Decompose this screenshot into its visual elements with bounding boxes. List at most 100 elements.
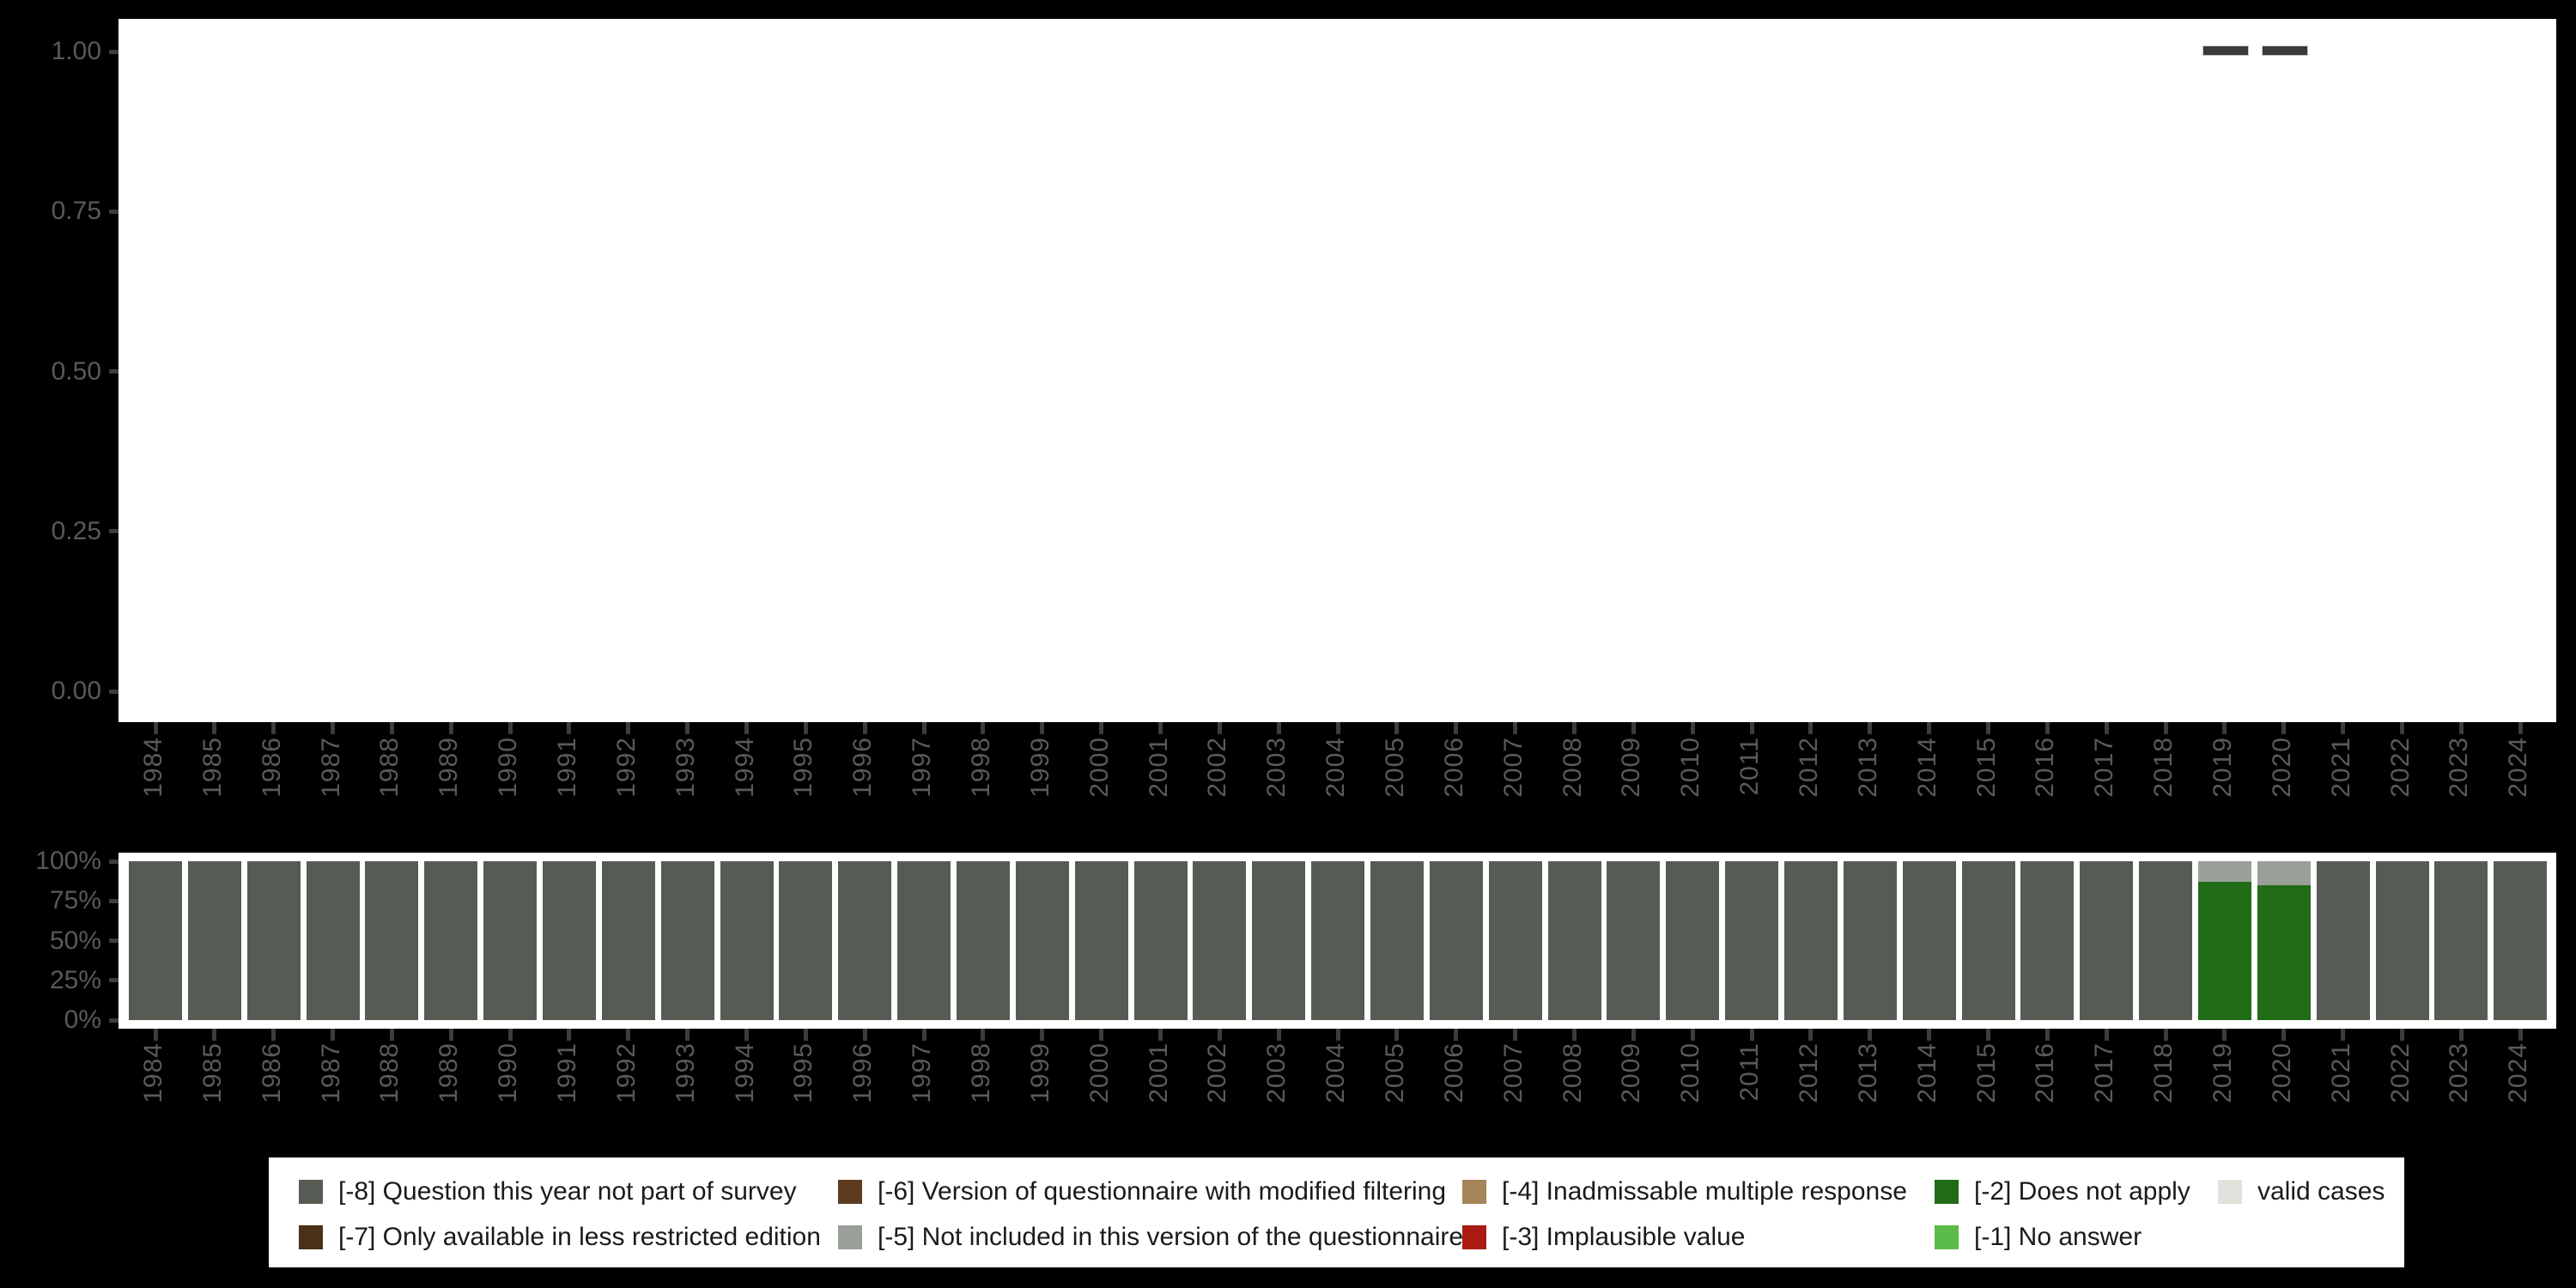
year-bar [187,861,241,1020]
year-bar [246,861,301,1020]
bottom-y-tick-label: 0% [64,1005,101,1034]
x-tick-mark [1276,722,1281,734]
x-tick-mark [862,722,867,734]
x-tick-mark [1335,722,1340,734]
bottom-y-tick-mark [109,1018,118,1023]
year-label: 2002 [1203,1042,1232,1103]
year-label: 2011 [1735,737,1765,796]
bottom-y-tick-label: 100% [35,847,101,875]
legend-item: [-6] Version of questionnaire with modif… [838,1177,1446,1206]
x-tick-mark [448,1029,453,1041]
x-tick-mark [921,722,927,734]
legend-item: [-4] Inadmissable multiple response [1462,1177,1907,1206]
x-tick-mark [1631,1029,1636,1041]
top-panel-plot [118,19,2556,722]
year-label: 2020 [2267,1042,2296,1103]
x-tick-mark [1217,1029,1222,1041]
bar-segment [1429,861,1483,1020]
x-tick-mark [1927,1029,1932,1041]
year-label: 1996 [848,1042,878,1103]
x-tick-mark [1572,1029,1577,1041]
year-label: 2017 [2090,1042,2119,1103]
bar-segment [187,861,241,1020]
x-tick-mark [212,722,217,734]
year-label: 1995 [789,1042,818,1103]
year-label: 2001 [1144,1042,1173,1103]
year-label: 1987 [316,737,345,798]
bar-segment [2197,861,2251,883]
year-label: 2009 [1617,737,1646,798]
x-tick-mark [1513,1029,1518,1041]
year-label: 2015 [1971,1042,2001,1103]
year-bar [1370,861,1424,1020]
year-bar [2494,861,2548,1020]
year-label: 2024 [2504,737,2533,798]
legend-item-label: [-3] Implausible value [1502,1223,1746,1251]
year-label: 2003 [1262,737,1291,798]
year-bar [779,861,833,1020]
bar-segment [838,861,892,1020]
year-label: 1998 [966,737,995,798]
legend-item: [-1] No answer [1935,1223,2142,1251]
year-label: 2002 [1203,737,1232,798]
year-bar [2020,861,2075,1020]
x-tick-mark [2518,1029,2523,1041]
x-tick-mark [1454,722,1459,734]
x-tick-mark [1217,722,1222,734]
year-label: 1985 [197,1042,227,1103]
x-tick-mark [1808,1029,1814,1041]
bar-segment [2080,861,2134,1020]
bar-segment [2020,861,2075,1020]
year-label: 2008 [1558,737,1587,798]
year-label: 1997 [908,1042,937,1103]
bar-segment [720,861,774,1020]
x-tick-mark [685,1029,690,1041]
legend-swatch [2218,1180,2242,1204]
bar-segment [2375,861,2429,1020]
year-label: 2014 [1912,1042,1941,1103]
bar-segment [1133,861,1188,1020]
year-bar [1961,861,2015,1020]
x-tick-mark [271,722,276,734]
year-label: 2016 [2031,737,2060,798]
x-tick-mark [2341,722,2346,734]
x-tick-mark [744,722,750,734]
x-tick-mark [2222,1029,2227,1041]
x-tick-mark [2400,1029,2405,1041]
year-bar [1488,861,1542,1020]
x-tick-mark [1749,722,1754,734]
x-tick-mark [1631,722,1636,734]
year-bar [2316,861,2370,1020]
x-tick-mark [1513,722,1518,734]
year-label: 2012 [1794,1042,1823,1103]
bar-segment [1488,861,1542,1020]
x-tick-mark [1572,722,1577,734]
bottom-y-tick-label: 50% [49,926,101,955]
x-tick-mark [2044,722,2050,734]
x-tick-mark [981,722,986,734]
x-tick-mark [1986,1029,1991,1041]
bottom-y-tick-label: 75% [49,886,101,915]
year-label: 2006 [1439,1042,1468,1103]
bar-segment [2197,882,2251,1020]
x-tick-mark [1808,722,1814,734]
bar-segment [2316,861,2370,1020]
year-bar [897,861,951,1020]
year-label: 2018 [2149,737,2178,798]
legend-item-label: valid cases [2257,1177,2385,1206]
legend-item: [-8] Question this year not part of surv… [299,1177,797,1206]
year-label: 2020 [2267,737,2296,798]
year-label: 2015 [1971,737,2001,798]
year-bar [306,861,360,1020]
bar-segment [660,861,714,1020]
top-y-tick-label: 0.00 [51,677,101,705]
year-label: 2016 [2031,1042,2060,1103]
year-label: 2022 [2385,737,2415,798]
legend-item-label: [-2] Does not apply [1974,1177,2190,1206]
x-tick-mark [567,722,572,734]
year-bar [956,861,1010,1020]
top-y-tick-mark [109,689,118,694]
x-tick-mark [803,722,808,734]
x-tick-mark [389,722,394,734]
